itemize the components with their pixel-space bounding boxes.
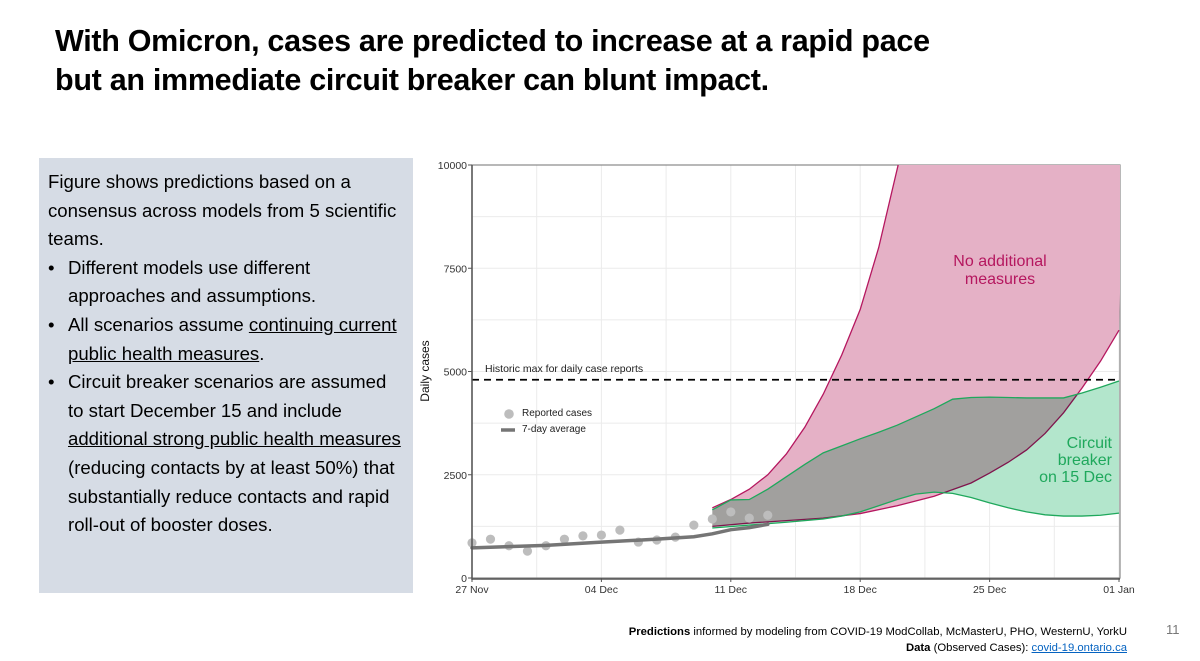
band-lower-line bbox=[712, 491, 1120, 529]
x-tick-label: 25 Dec bbox=[973, 584, 1006, 596]
data-text: (Observed Cases): bbox=[930, 642, 1032, 654]
x-tick-label: 01 Jan bbox=[1103, 584, 1135, 596]
reported-case-point bbox=[522, 546, 533, 556]
bullet-text: (reducing contacts by at least 50%) that… bbox=[68, 456, 395, 536]
x-tick-label: 27 Nov bbox=[455, 584, 489, 596]
reported-case-point bbox=[596, 530, 607, 540]
case-projection-chart: Historic max for daily case reports 0 250… bbox=[418, 160, 1135, 596]
y-tick-label: 2500 bbox=[444, 470, 468, 482]
underlined-text: additional strong public health measures bbox=[68, 428, 401, 450]
title-line-2: but an immediate circuit breaker can blu… bbox=[55, 63, 769, 97]
bullet-item: All scenarios assume continuing current … bbox=[48, 311, 405, 368]
no-measures-label: measures bbox=[965, 271, 1035, 288]
no-measures-label: No additional bbox=[953, 253, 1046, 270]
axes: 0 2500 5000 7500 10000 27 Nov 04 Dec 11 Dec 18 D… bbox=[418, 160, 1135, 596]
reported-case-point bbox=[615, 525, 625, 535]
bullet-list: Different models use different approache… bbox=[48, 254, 405, 540]
legend-reported-label: Reported cases bbox=[522, 408, 592, 419]
data-source-link[interactable]: covid-19.ontario.ca bbox=[1031, 642, 1127, 654]
x-tick-label: 04 Dec bbox=[585, 584, 618, 596]
bullet-text: All scenarios assume bbox=[68, 313, 249, 335]
seven-day-average-line bbox=[470, 522, 770, 550]
legend-average-label: 7-day average bbox=[522, 424, 586, 435]
band-upper-line bbox=[712, 165, 899, 509]
y-tick-label: 0 bbox=[461, 573, 467, 585]
title-line-1: With Omicron, cases are predicted to inc… bbox=[55, 24, 930, 58]
reported-case-point bbox=[559, 534, 570, 544]
bullet-text: . bbox=[259, 342, 265, 364]
historic-max-line: Historic max for daily case reports bbox=[472, 363, 1120, 381]
bullet-text: Different models use different approache… bbox=[68, 256, 317, 307]
data-label: Data bbox=[905, 642, 931, 654]
circuit-breaker-band bbox=[712, 380, 1119, 529]
x-tick-label: 18 Dec bbox=[844, 584, 877, 596]
description-textbox: Figure shows predictions based on a cons… bbox=[39, 158, 413, 593]
reported-case-point bbox=[485, 534, 496, 544]
intro-text: Figure shows predictions based on a cons… bbox=[48, 171, 397, 250]
underlined-text: continuing current public health measure… bbox=[68, 313, 397, 364]
predictions-text: informed by modeling from COVID-19 ModCo… bbox=[690, 626, 1127, 638]
reported-case-point bbox=[763, 510, 773, 520]
x-tick-label: 11 Dec bbox=[715, 584, 748, 596]
reported-case-point bbox=[689, 520, 699, 530]
y-tick-label: 10000 bbox=[438, 160, 467, 172]
circuit-breaker-label: on 15 Dec bbox=[1039, 469, 1112, 486]
slide-title: With Omicron, cases are predicted to inc… bbox=[55, 22, 930, 100]
historic-max-label: Historic max for daily case reports bbox=[485, 363, 643, 375]
y-tick-label: 5000 bbox=[444, 367, 468, 379]
legend: Reported cases 7-day average bbox=[501, 408, 592, 435]
scenario-bands bbox=[712, 165, 1120, 529]
bullet-item: Different models use different approache… bbox=[48, 254, 405, 311]
y-tick-label: 7500 bbox=[444, 263, 468, 275]
bullet-item: Circuit breaker scenarios are assumed to… bbox=[48, 368, 405, 540]
reported-case-point bbox=[578, 531, 588, 541]
reported-case-point bbox=[707, 514, 717, 524]
legend-reported-marker bbox=[504, 409, 514, 419]
predictions-label: Predictions bbox=[628, 626, 691, 638]
circuit-breaker-label: Circuit bbox=[1067, 435, 1113, 452]
source-footer: Predictions informed by modeling from CO… bbox=[629, 624, 1127, 656]
page-number: 11 bbox=[1166, 622, 1180, 637]
band-upper-line bbox=[712, 380, 1120, 511]
reported-case-point bbox=[726, 507, 736, 517]
observed-data bbox=[467, 507, 773, 556]
y-axis-title: Daily cases bbox=[418, 340, 432, 401]
bullet-text: Circuit breaker scenarios are assumed to… bbox=[68, 371, 387, 421]
reported-case-point bbox=[744, 513, 754, 523]
circuit-breaker-label: breaker bbox=[1058, 452, 1113, 469]
